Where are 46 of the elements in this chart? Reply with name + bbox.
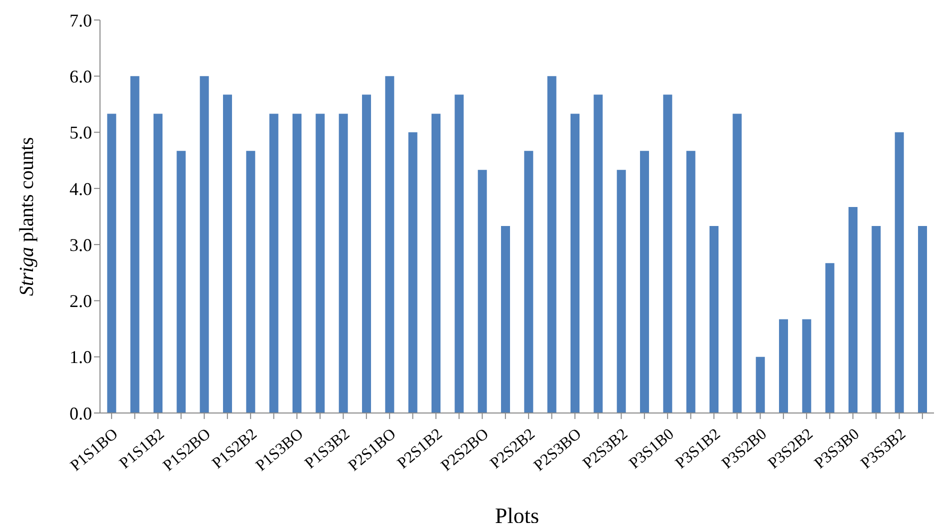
bar (385, 76, 394, 413)
bar (825, 263, 834, 413)
bar (176, 150, 186, 413)
bar (802, 319, 812, 413)
bar (246, 150, 256, 413)
bar (338, 114, 348, 413)
bar (432, 114, 441, 413)
bar (478, 170, 487, 413)
y-tick-label: 1.0 (70, 347, 92, 368)
bar (663, 94, 672, 413)
bar (454, 94, 464, 413)
bar (292, 114, 302, 413)
bar (200, 76, 209, 413)
bar (524, 150, 534, 413)
bar (316, 114, 325, 413)
x-axis-title: Plots (494, 503, 540, 527)
bar (756, 356, 765, 413)
bar (107, 114, 116, 413)
y-tick-label: 6.0 (70, 66, 92, 87)
y-axis-title: Striga plants counts (16, 136, 38, 296)
bar (732, 114, 742, 413)
bar (686, 150, 696, 413)
y-tick-label: 4.0 (70, 178, 92, 199)
y-tick-label: 7.0 (70, 10, 92, 30)
bar (779, 319, 788, 413)
y-tick-label: 2.0 (70, 291, 92, 312)
bar (570, 114, 580, 413)
y-tick-label: 5.0 (70, 122, 92, 143)
bar (848, 206, 858, 413)
bar (894, 132, 904, 413)
bar (594, 94, 603, 413)
y-tick-label: 0.0 (70, 403, 92, 424)
bar (640, 150, 650, 413)
bar (408, 132, 418, 413)
bar (710, 226, 719, 413)
bar (501, 226, 510, 413)
bar (918, 226, 928, 413)
bar (154, 114, 163, 413)
bar (269, 114, 278, 413)
bar (223, 94, 232, 413)
bar (130, 76, 140, 413)
bar (872, 226, 881, 413)
bar (547, 76, 556, 413)
y-tick-label: 3.0 (70, 234, 92, 255)
bar (616, 170, 626, 413)
bar (362, 94, 372, 413)
